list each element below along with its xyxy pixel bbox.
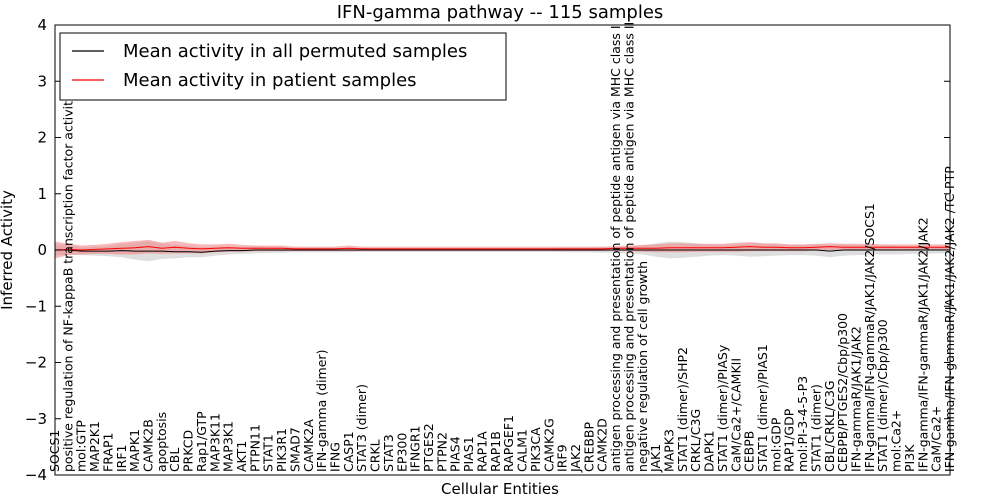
x-category-label: CAMK2D [595,418,610,472]
x-category-label: MAP2K1 [87,421,102,472]
x-category-label: IFNGR1 [408,425,423,472]
x-category-label: CASP1 [341,431,356,472]
x-category-label: mol:Ca2+ [889,410,904,472]
x-category-label: antigen processing and presentation of p… [621,22,636,472]
y-tick-label: −4 [25,466,47,484]
x-category-label: STAT1 (dimer)/Cbp/p300 [875,319,890,472]
x-category-label: IFN-gamma (dimer) [314,350,329,473]
x-category-label: RAP1A [475,431,490,472]
y-tick-label: −3 [25,410,47,428]
x-category-label: PIAS4 [448,436,463,472]
x-category-label: Rap1/GTP [194,411,209,472]
x-category-label: PIAS1 [461,436,476,472]
x-axis-label: Cellular Entities [441,480,559,498]
y-tick-label: 2 [37,129,47,147]
x-category-label: MAP3K1 [221,421,236,472]
y-tick-label: 0 [37,241,47,259]
confidence-bands [55,239,950,262]
x-category-label: STAT3 (dimer) [354,384,369,472]
x-category-label: CAMK2A [301,419,316,472]
x-category-label: CREBBP [581,422,596,472]
x-category-label: positive regulation of NF-kappaB transcr… [60,93,75,472]
x-category-label: negative regulation of cell growth [635,261,650,472]
line-patient [54,246,950,251]
x-category-label: CAMK2B [141,419,156,472]
x-category-label: CALM1 [515,429,530,472]
y-axis-label: Inferred Activity [0,190,16,310]
x-category-label: PIK3CA [528,427,543,472]
y-axis: 4 3 2 1 0 −1 −2 −3 −4 [25,16,950,484]
y-tick-label: 4 [37,16,47,34]
x-category-label: mol:GTP [74,420,89,472]
x-category-label: MAPK3 [662,429,677,472]
y-tick-label: 3 [37,72,47,90]
x-category-label: JAK1 [648,444,663,473]
x-category-label: STAT1 (dimer)/PIAS1 [755,344,770,472]
legend-box [59,32,507,101]
legend-label-permuted: Mean activity in all permuted samples [123,41,467,62]
x-category-label: DAPK1 [702,430,717,472]
x-category-label: CBL/CRKL/C3G [822,380,837,472]
line-permuted [55,249,950,253]
x-category-label: IFNG [328,442,343,472]
x-category-label: CRKL/C3G [688,409,703,472]
x-category-label: CRKL [368,439,383,472]
x-category-label: JAK2 [568,444,583,473]
x-category-label: FRAP1 [100,433,115,472]
x-category-label: IRF1 [114,444,129,472]
x-category-label: RAP1B [488,431,503,472]
x-category-label: STAT1 (dimer)/PIASy [715,344,730,472]
x-category-label: STAT3 [381,434,396,472]
x-category-label: PTGES2 [421,423,436,472]
x-category-label: apoptosis [154,412,169,472]
x-category-label: antigen processing and presentation of p… [608,25,623,472]
x-category-label: RAPGEF1 [501,415,516,472]
series-lines [54,246,950,253]
x-category-label: RAP1/GDP [782,408,797,472]
legend-label-patient: Mean activity in patient samples [123,70,417,91]
plot-frame [54,24,951,476]
x-category-label: CAMK2G [541,418,556,472]
x-category-label: CaM/Ca2+/CAMKII [728,358,743,472]
x-category-label: PI3K [902,444,917,472]
legend: Mean activity in all permuted samples Me… [59,32,507,101]
x-category-label: CEBPB [742,431,757,472]
x-category-label: AKT1 [234,441,249,472]
x-category-label: SMAD7 [287,427,302,472]
x-category-label: MAP3K11 [207,413,222,472]
x-category-label: IFN-gamma/IFN-gammaR/JAK1/JAK2/JAK2 [915,217,930,472]
x-category-label: MAPK1 [127,429,142,472]
chart-title: IFN-gamma pathway -- 115 samples [337,2,664,23]
x-category-label: mol:PI-3-4-5-P3 [795,376,810,472]
x-category-label: IFN-gammaR/JAK1/JAK2 [849,326,864,472]
x-category-label: CaM/Ca2+ [929,406,944,472]
y-tick-label: 1 [37,185,47,203]
x-category-label: PRKCD [181,430,196,472]
y-tick-label: −1 [25,297,47,315]
x-category-label: PIK3R1 [274,428,289,472]
x-category-label: PTPN11 [247,424,262,472]
x-category-label: IFN-gamma/IFN-gammaR/JAK1/JAK2/SOCS1 [862,203,877,472]
x-category-label: PTPN2 [434,432,449,472]
x-category-label: CEBPB/PTGES2/Cbp/p300 [835,313,850,472]
x-category-label: STAT1 (dimer) [808,384,823,472]
x-category-label: STAT1 (dimer)/SHP2 [675,347,690,472]
x-category-label: mol:GDP [768,417,783,472]
x-category-label: EP300 [394,433,409,472]
x-category-label: IRF9 [555,444,570,472]
x-category-label: STAT1 [261,434,276,472]
x-category-label: CBL [167,448,182,472]
y-tick-label: −2 [25,354,47,372]
